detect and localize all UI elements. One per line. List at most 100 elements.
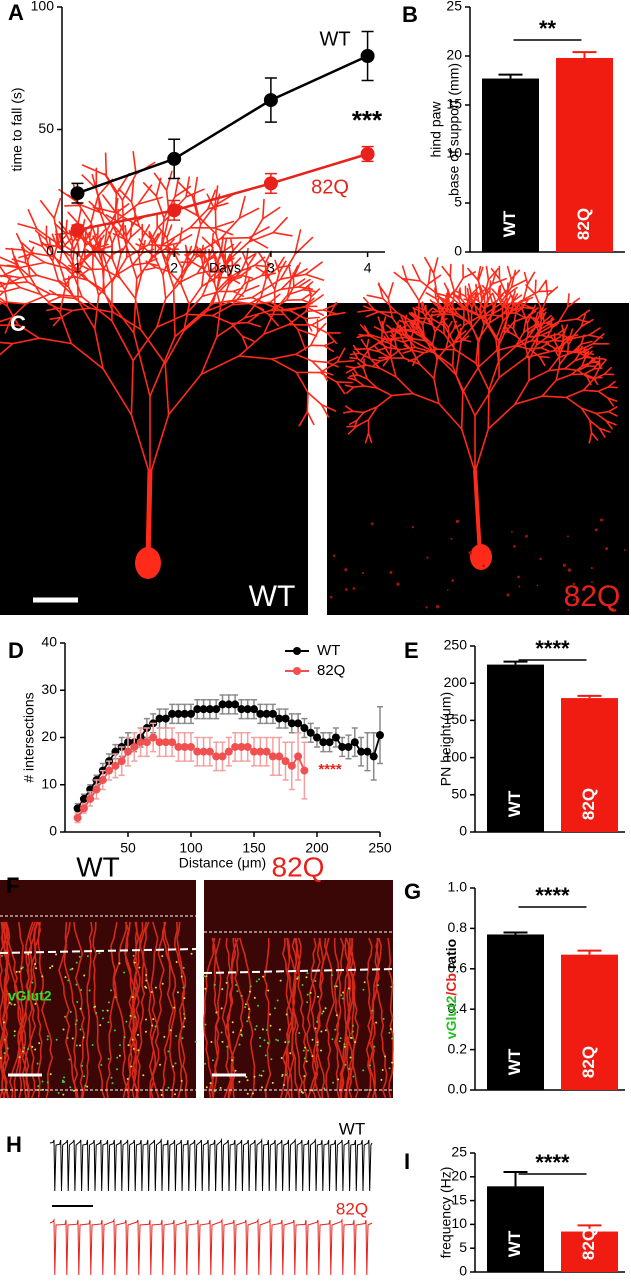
synapse-dot <box>381 1069 384 1072</box>
synapse-dot <box>304 1046 307 1049</box>
speck <box>605 547 609 551</box>
panel-letter: H <box>6 1132 22 1157</box>
synapse-dot <box>71 967 74 970</box>
y-tick-label: 0 <box>46 243 54 259</box>
data-point <box>325 738 334 747</box>
synapse-dot <box>69 968 72 971</box>
y-axis-label-part: vGlut2 <box>443 995 459 1039</box>
synapse-dot <box>183 1017 186 1020</box>
synapse-dot <box>306 1001 309 1004</box>
synapse-dot <box>132 1047 135 1050</box>
x-tick-label: 200 <box>305 840 329 856</box>
synapse-dot <box>167 1050 170 1053</box>
data-point <box>70 222 85 237</box>
synapse-dot <box>144 985 147 988</box>
synapse-dot <box>67 979 70 982</box>
synapse-dot <box>268 1013 271 1016</box>
error-bar <box>503 660 528 665</box>
x-tick-label: 82Q <box>574 208 593 240</box>
y-tick-label: 15 <box>451 1191 467 1207</box>
synapse-dot <box>247 1016 250 1019</box>
data-point <box>313 733 321 742</box>
synapse-dot <box>305 1060 308 1063</box>
synapse-dot <box>13 1034 16 1037</box>
synapse-dot <box>382 1017 385 1020</box>
synapse-dot <box>62 1028 65 1031</box>
synapse-dot <box>205 975 208 978</box>
synapse-dot <box>260 1074 263 1077</box>
legend-marker <box>293 667 301 675</box>
synapse-dot <box>123 1036 126 1039</box>
speck <box>590 566 593 570</box>
synapse-dot <box>27 953 30 956</box>
data-point <box>275 752 284 761</box>
synapse-dot <box>64 1015 67 1018</box>
synapse-dot <box>181 1037 184 1040</box>
synapse-dot <box>337 1078 340 1081</box>
synapse-dot <box>335 985 338 988</box>
synapse-dot <box>317 995 320 998</box>
synapse-dot <box>258 1074 261 1077</box>
speck <box>572 582 576 586</box>
synapse-dot <box>74 1023 77 1026</box>
data-point <box>256 747 265 756</box>
synapse-dot <box>238 1080 241 1083</box>
x-axis-label: Days <box>209 260 241 276</box>
synapse-dot <box>35 967 38 970</box>
annotation: **** <box>535 883 570 908</box>
data-point <box>174 742 183 751</box>
synapse-dot <box>220 1031 223 1034</box>
synapse-dot <box>173 1006 176 1009</box>
synapse-dot <box>57 1092 60 1095</box>
synapse-dot <box>311 1055 314 1058</box>
data-point <box>161 738 170 747</box>
data-point <box>350 738 359 747</box>
synapse-dot <box>205 1086 208 1089</box>
y-axis-label: time to fall (s) <box>9 87 25 171</box>
synapse-dot <box>349 1056 352 1059</box>
synapse-dot <box>190 952 193 955</box>
image-layer <box>0 151 629 1276</box>
data-point <box>275 714 284 723</box>
annotation: *** <box>352 105 383 135</box>
bar <box>487 934 544 1090</box>
data-point <box>205 705 214 714</box>
data-point <box>174 709 183 718</box>
synapse-dot <box>66 1036 69 1039</box>
speck <box>344 588 348 591</box>
y-tick-label: 0 <box>459 1263 467 1279</box>
speck <box>511 530 513 533</box>
y-tick-label: 0.8 <box>448 919 468 935</box>
synapse-dot <box>80 989 83 992</box>
data-point <box>344 742 353 751</box>
y-axis-label-part: / <box>443 992 459 996</box>
y-axis-label: PN height (μm) <box>438 692 454 786</box>
synapse-dot <box>363 981 366 984</box>
data-point <box>263 176 278 191</box>
data-point <box>281 714 290 723</box>
synapse-dot <box>366 1088 369 1091</box>
synapse-dot <box>324 1029 327 1032</box>
synapse-dot <box>314 979 317 982</box>
synapse-dot <box>316 1041 319 1044</box>
synapse-dot <box>98 952 101 955</box>
synapse-dot <box>13 1030 16 1033</box>
synapse-dot <box>118 1054 121 1057</box>
soma <box>135 547 161 579</box>
data-point <box>92 785 101 794</box>
synapse-dot <box>86 1085 89 1088</box>
synapse-dot <box>82 1036 85 1039</box>
y-tick-label: 5 <box>454 194 462 210</box>
data-point <box>224 747 233 756</box>
synapse-dot <box>37 1085 40 1088</box>
synapse-dot <box>253 996 256 999</box>
synapse-dot <box>91 1044 94 1047</box>
synapse-dot <box>167 1086 170 1089</box>
data-point <box>168 738 177 747</box>
x-tick-label: WT <box>505 1230 524 1257</box>
error-bar <box>498 73 523 79</box>
data-point <box>331 733 340 742</box>
synapse-dot <box>21 966 24 969</box>
synapse-dot <box>240 994 243 997</box>
synapse-dot <box>261 1028 264 1031</box>
